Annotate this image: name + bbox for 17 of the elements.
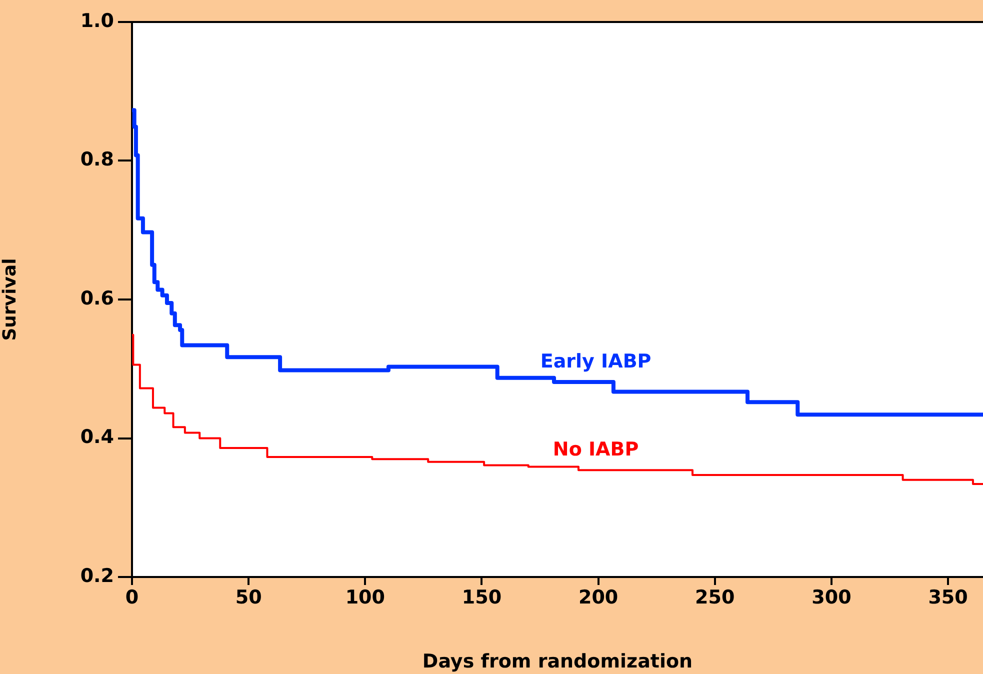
series-label: Early IABP	[540, 350, 652, 372]
x-tick-label: 0	[125, 586, 139, 608]
series-label: No IABP	[552, 438, 639, 461]
y-tick-label: 0.4	[80, 426, 114, 448]
y-tick-label: 0.6	[80, 287, 114, 310]
x-tick-label: 300	[812, 586, 852, 608]
x-tick-label: 50	[235, 586, 262, 608]
x-axis-title: Days from randomization	[422, 650, 693, 673]
y-tick-label: 0.8	[80, 148, 114, 171]
y-axis-title: Survival	[0, 258, 20, 341]
x-tick-label: 200	[578, 586, 618, 608]
x-tick-label: 100	[345, 586, 385, 608]
y-tick-label: 1.0	[80, 10, 114, 32]
x-tick-label: 350	[928, 586, 968, 608]
y-tick-label: 0.2	[80, 564, 114, 587]
x-tick-label: 250	[695, 586, 735, 608]
x-tick-label: 150	[462, 586, 502, 608]
